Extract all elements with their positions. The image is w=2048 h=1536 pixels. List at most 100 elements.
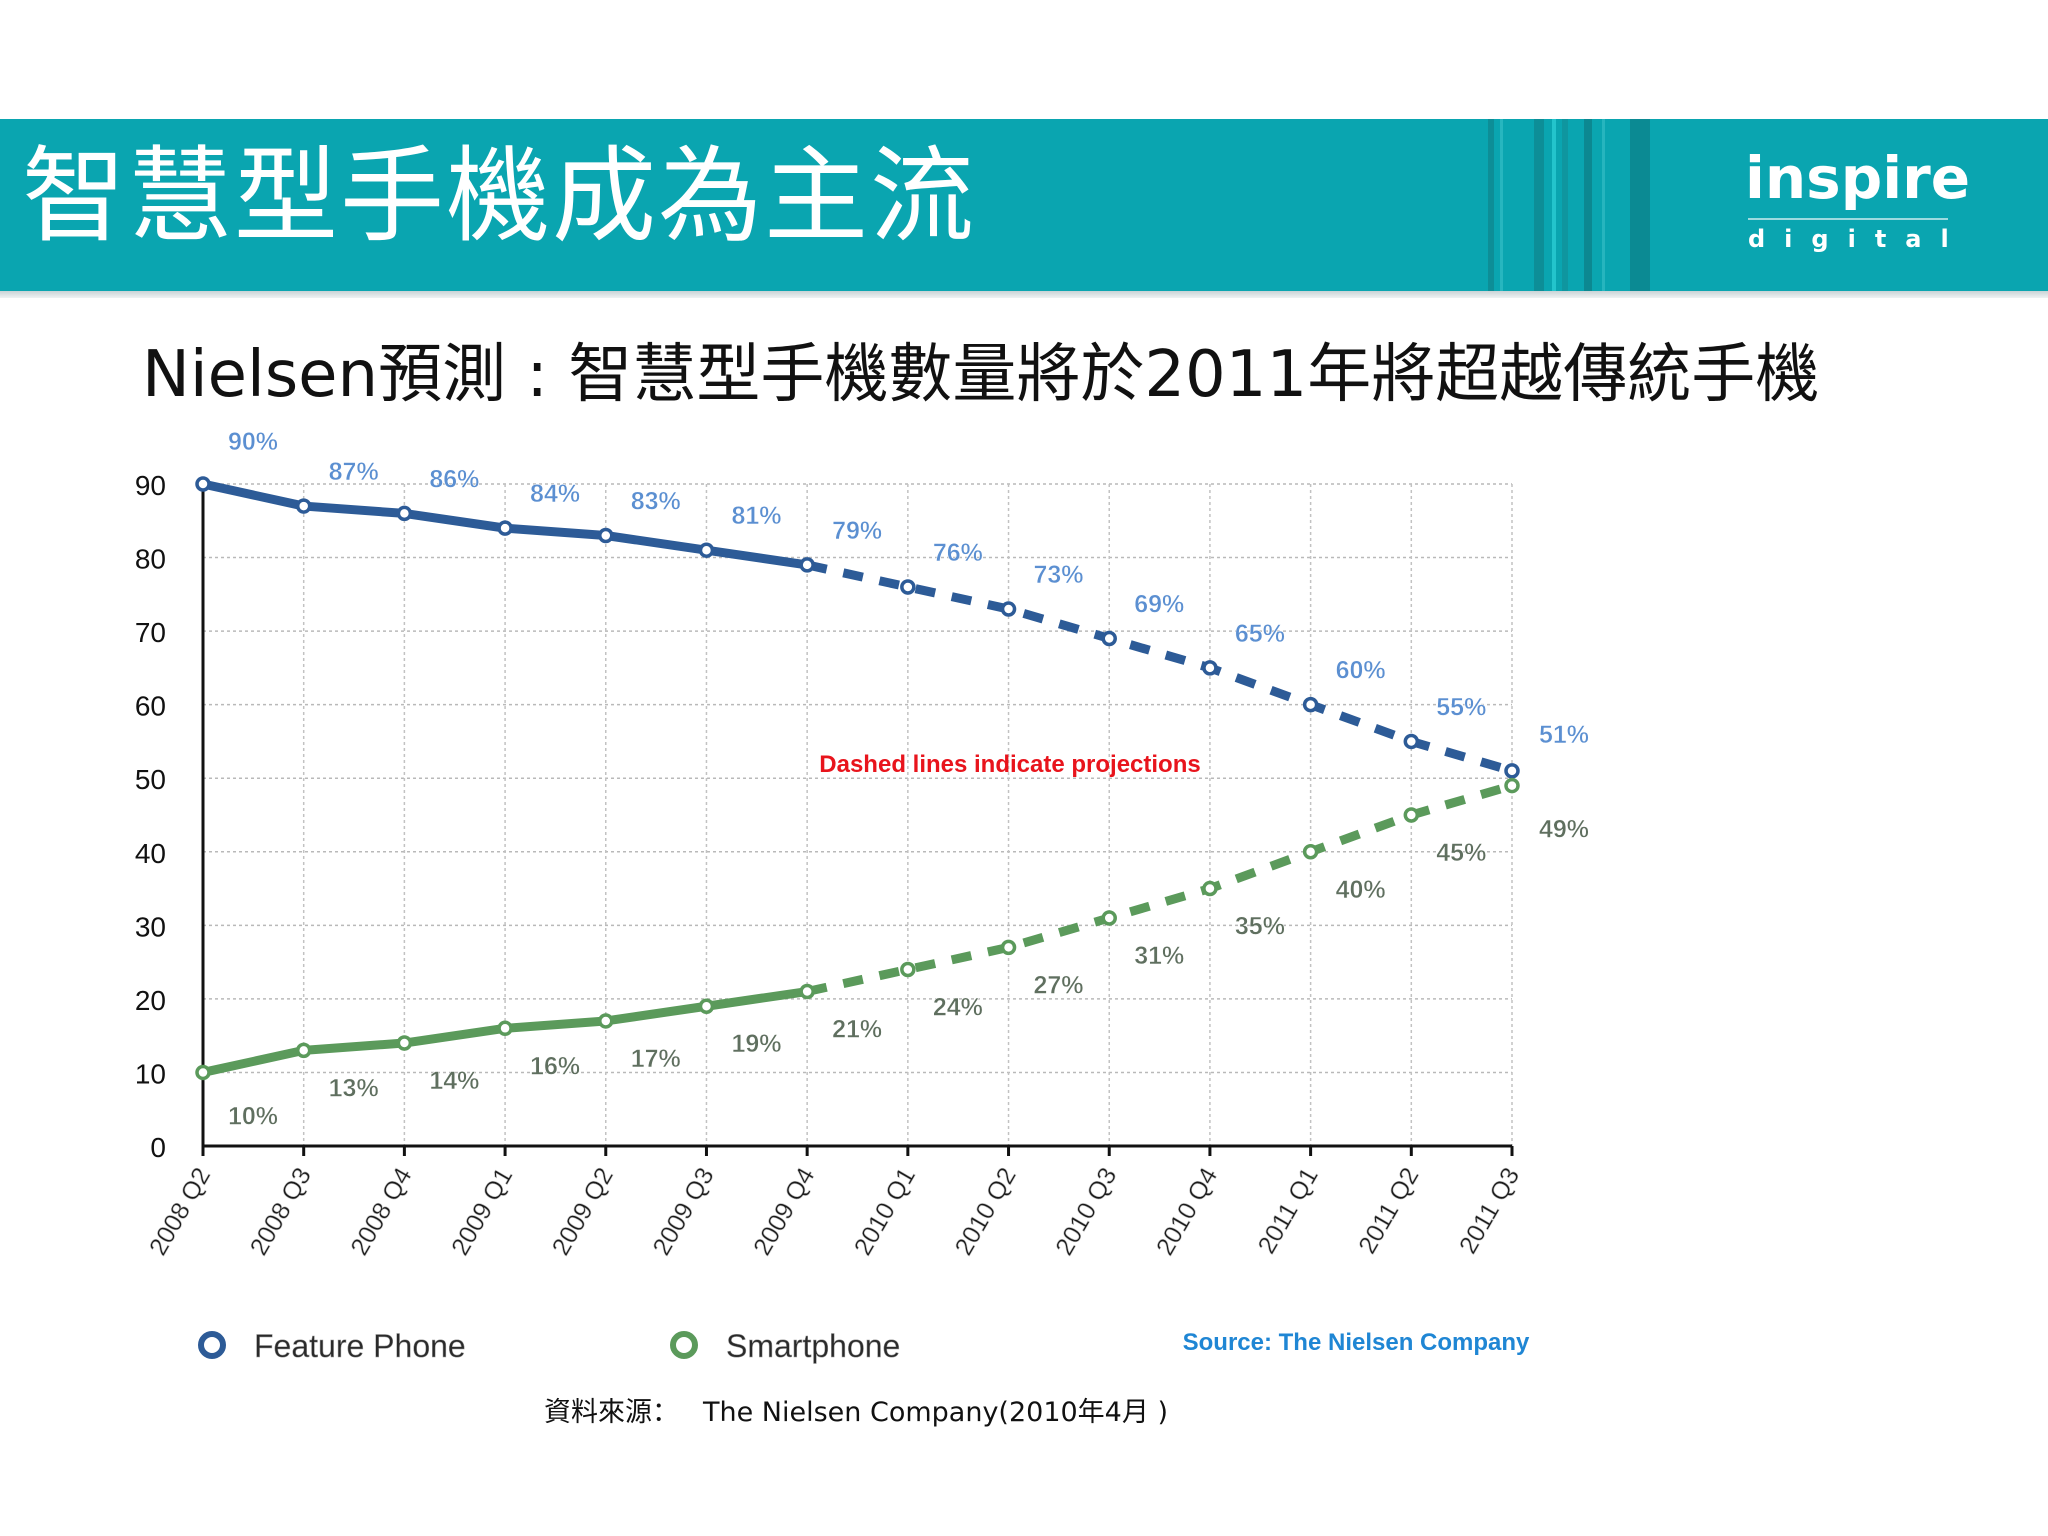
x-tick-label: 2008 Q4	[345, 1163, 417, 1260]
data-label: 81%	[731, 502, 781, 530]
y-tick-label: 80	[135, 544, 166, 575]
x-tick-label: 2011 Q3	[1454, 1163, 1525, 1258]
slide-title: 智慧型手機成為主流	[22, 135, 977, 257]
data-label: 13%	[329, 1074, 379, 1102]
data-point	[900, 961, 916, 978]
data-point	[497, 1020, 513, 1037]
data-label: 27%	[1034, 971, 1084, 999]
data-point	[1504, 763, 1520, 779]
data-point	[497, 520, 513, 536]
header-shadow	[0, 291, 2048, 298]
data-point	[1101, 910, 1117, 926]
data-label: 79%	[832, 517, 882, 545]
chart-data-labels: 90% 87% 86% 84% 83% 81% 79% 76% 73% 69% 65% 60% 55% 5…	[228, 428, 1590, 1131]
x-tick-label: 2008 Q2	[144, 1163, 216, 1260]
y-tick-label: 30	[135, 911, 166, 942]
y-tick-label: 20	[135, 985, 166, 1016]
data-point	[1302, 696, 1319, 713]
data-point	[1202, 880, 1218, 897]
data-label: 87%	[329, 458, 379, 486]
source-label: 資料來源：	[544, 1397, 679, 1428]
data-point	[1403, 807, 1420, 823]
data-label: 84%	[530, 480, 580, 508]
data-point	[799, 983, 815, 1000]
data-label: 86%	[429, 465, 479, 493]
header-stripe	[1584, 119, 1592, 291]
x-tick-label: 2009 Q1	[446, 1163, 518, 1260]
header-stripe	[1500, 119, 1503, 291]
data-point	[295, 498, 312, 514]
data-label: 17%	[631, 1045, 681, 1073]
data-label: 45%	[1436, 839, 1486, 867]
y-tick-label: 70	[135, 617, 166, 648]
data-point	[1000, 939, 1017, 956]
y-tick-label: 90	[135, 470, 166, 501]
data-label: 76%	[933, 539, 983, 567]
legend-label: Feature Phone	[254, 1328, 466, 1364]
data-label: 16%	[530, 1052, 580, 1080]
series-line-projection	[806, 781, 1514, 996]
legend-marker	[198, 1331, 226, 1359]
header-band	[0, 119, 2048, 291]
header-stripe	[1630, 119, 1650, 291]
logo-word: inspire	[1745, 144, 1971, 212]
x-tick-label: 2009 Q3	[647, 1163, 719, 1260]
data-point	[1403, 733, 1420, 750]
data-point	[295, 1042, 312, 1059]
slide-subtitle: Nielsen預測 : 智慧型手機數量將於2011年將超越傳統手機	[142, 338, 1820, 412]
chart-source-credit: Source: The Nielsen Company	[1183, 1329, 1530, 1356]
data-point	[598, 1013, 614, 1029]
chart-series	[195, 476, 1520, 1081]
projection-annotation: Dashed lines indicate projections	[819, 751, 1200, 778]
header-stripe	[1534, 119, 1544, 291]
data-point	[1504, 777, 1520, 794]
data-label: 65%	[1235, 620, 1285, 648]
data-point	[1101, 630, 1117, 647]
data-label: 31%	[1134, 942, 1184, 970]
data-label: 14%	[429, 1067, 479, 1095]
data-point	[698, 542, 715, 558]
series-line-projection	[806, 560, 1514, 776]
data-label: 21%	[832, 1016, 882, 1044]
x-tick-label: 2009 Q4	[748, 1163, 820, 1260]
header-stripe	[1552, 119, 1556, 291]
data-point	[698, 998, 715, 1014]
data-label: 73%	[1034, 561, 1084, 589]
x-tick-label: 2008 Q3	[245, 1163, 317, 1260]
data-label: 55%	[1436, 693, 1486, 721]
legend-label: Smartphone	[726, 1328, 900, 1364]
data-label: 24%	[933, 993, 983, 1021]
data-point	[799, 557, 815, 573]
data-point	[396, 505, 413, 522]
data-label: 19%	[731, 1030, 781, 1058]
logo-subword: digital	[1748, 225, 1968, 253]
chart-legend: Feature Phone Smartphone	[198, 1328, 901, 1364]
data-label: 60%	[1336, 657, 1386, 685]
source-footnote: 資料來源： The Nielsen Company(2010年4月 )	[544, 1390, 1168, 1429]
data-point	[598, 527, 614, 544]
legend-marker	[670, 1331, 698, 1359]
y-tick-label: 40	[135, 838, 166, 869]
data-label: 69%	[1134, 590, 1184, 618]
data-label: 10%	[228, 1102, 278, 1130]
x-tick-label: 2010 Q1	[849, 1163, 921, 1260]
x-tick-label: 2011 Q1	[1253, 1163, 1324, 1258]
x-tick-label: 2009 Q2	[547, 1163, 619, 1260]
data-point	[900, 579, 916, 595]
header-stripe	[1562, 119, 1568, 291]
data-point	[1302, 844, 1319, 860]
data-label: 51%	[1539, 721, 1589, 749]
y-tick-label: 50	[135, 764, 166, 795]
logo-divider	[1748, 218, 1948, 220]
chart-axes: 0 10 20 30 40 50 60 70 80 90 2008 Q2 2008 Q3 2008 Q4…	[135, 470, 1526, 1260]
data-point	[195, 476, 211, 492]
header-stripe	[1602, 119, 1605, 291]
source-text: The Nielsen Company(2010年4月 )	[703, 1397, 1168, 1428]
data-point	[396, 1035, 413, 1051]
x-tick-label: 2010 Q2	[950, 1163, 1022, 1260]
chart-grid	[203, 483, 1513, 1146]
y-tick-label: 10	[135, 1058, 166, 1089]
y-tick-label: 0	[150, 1132, 166, 1163]
data-label: 40%	[1336, 876, 1386, 904]
x-tick-label: 2010 Q4	[1151, 1163, 1223, 1260]
